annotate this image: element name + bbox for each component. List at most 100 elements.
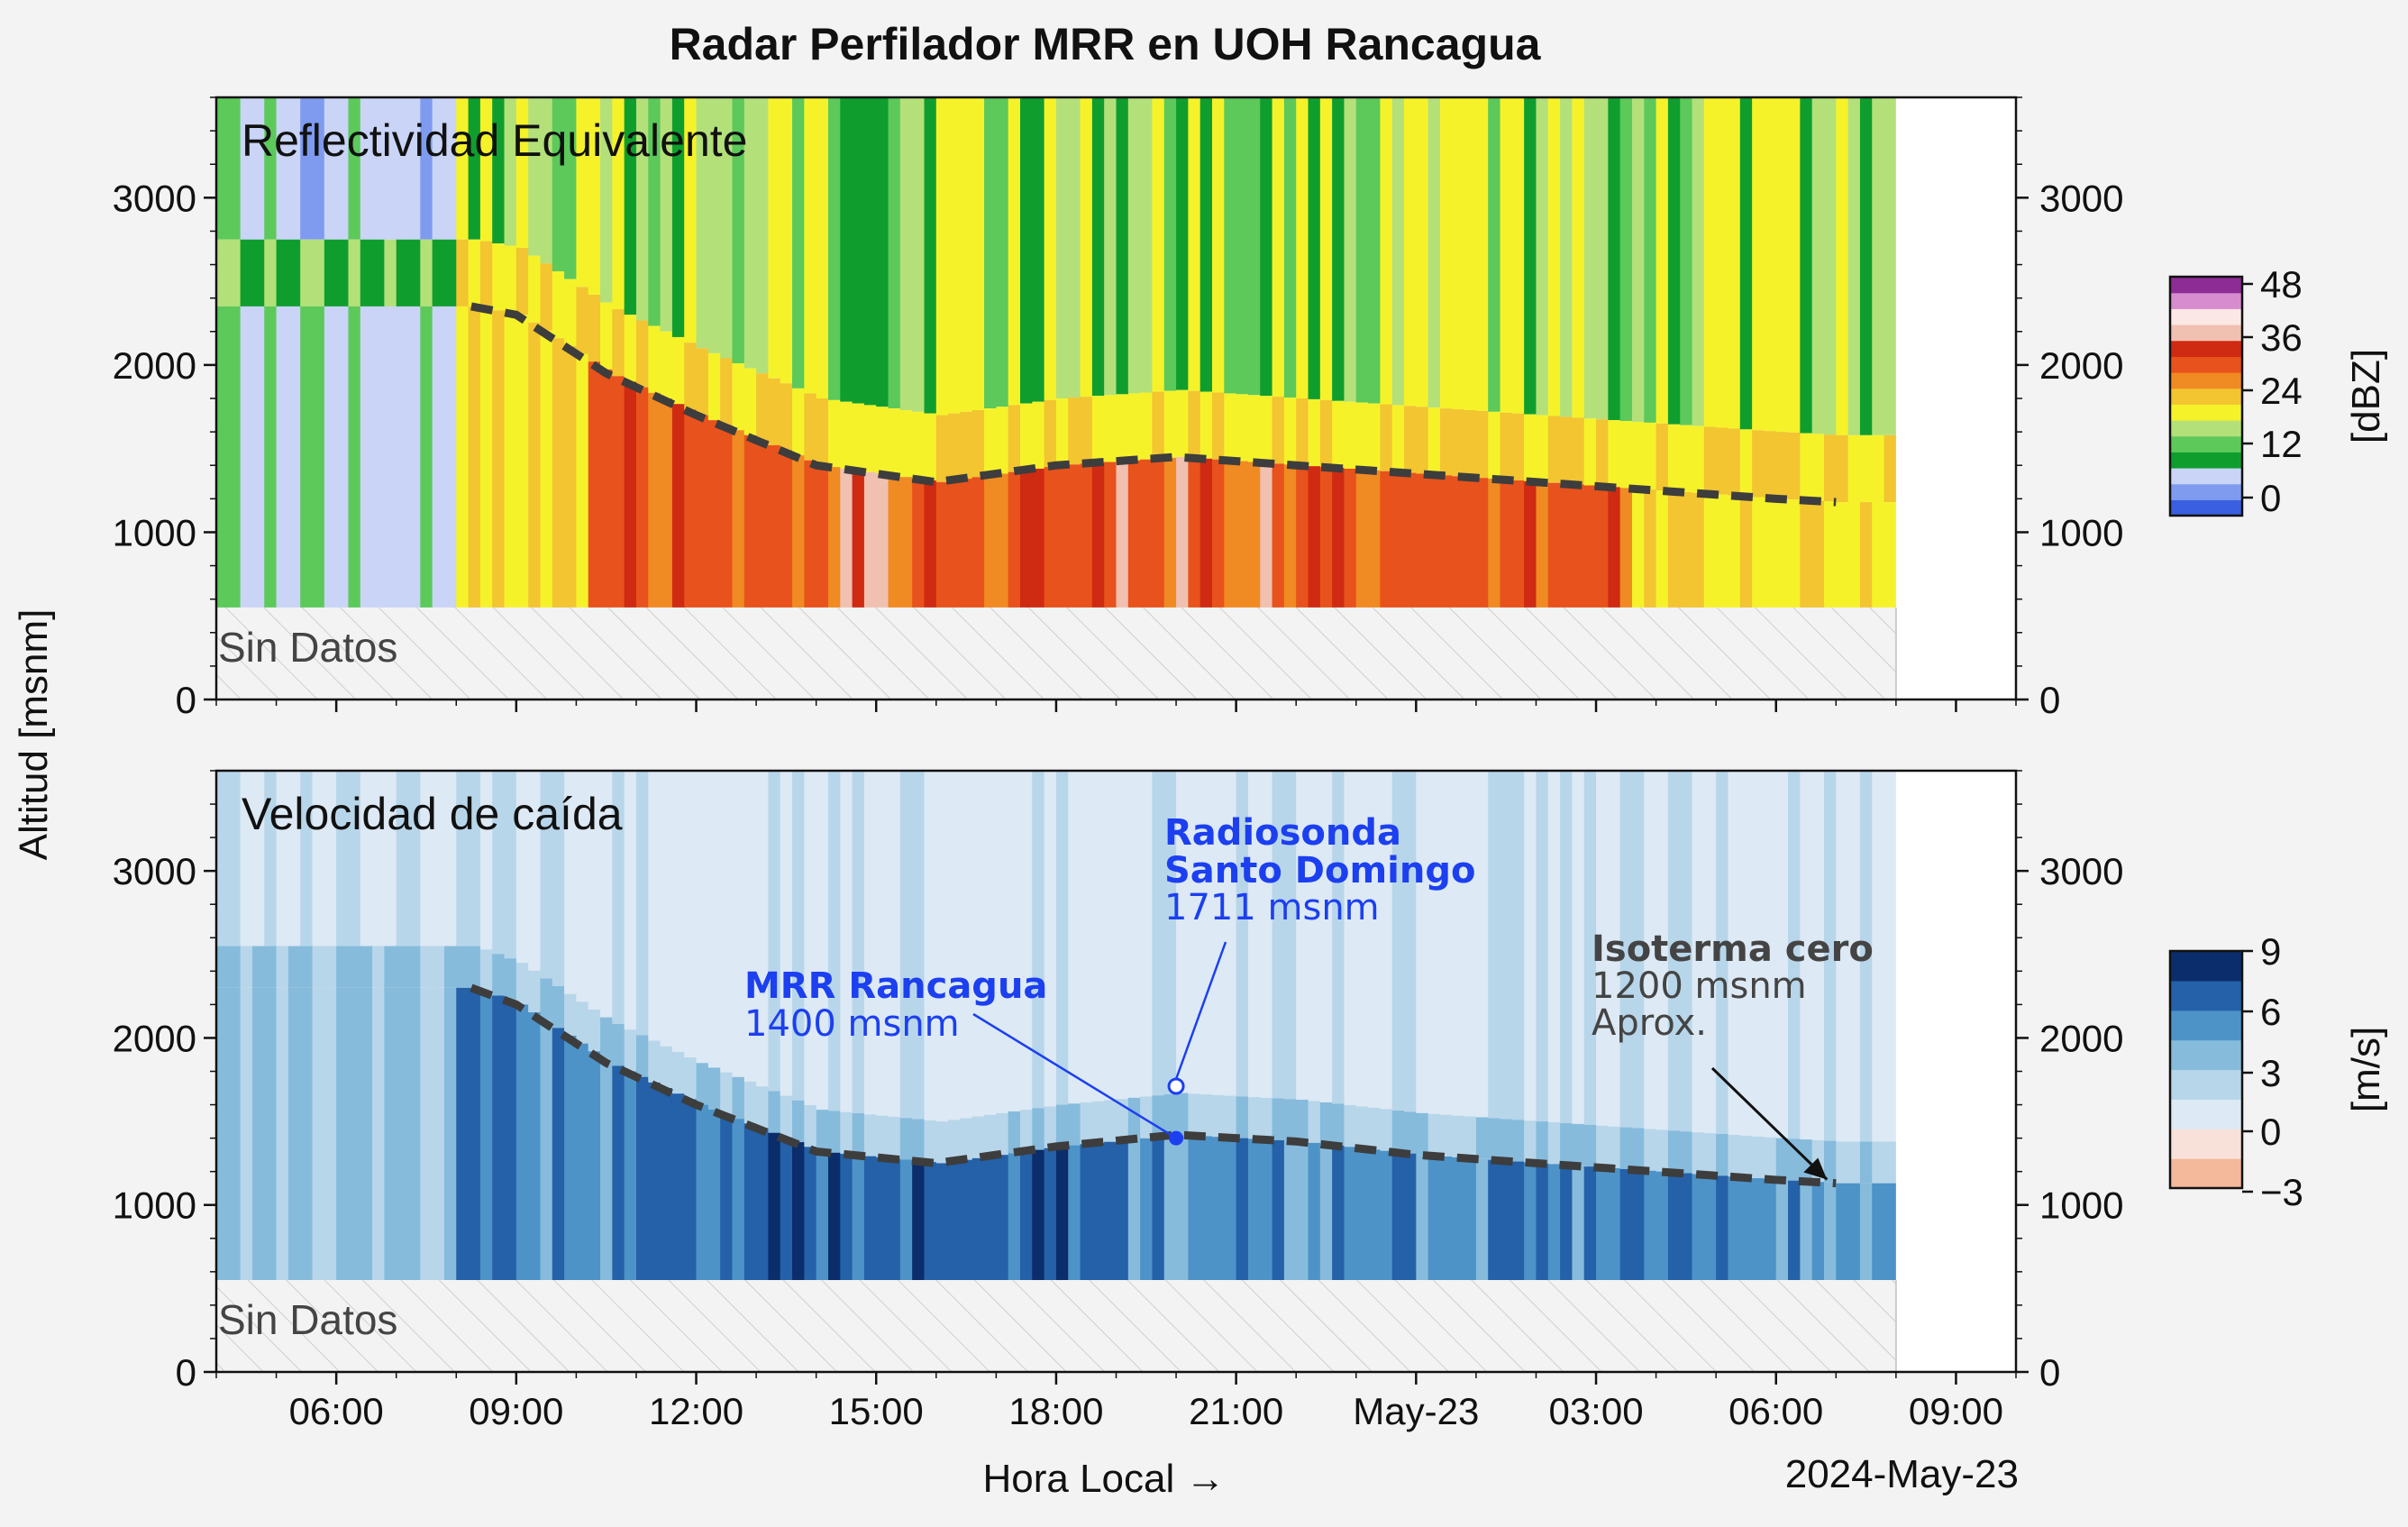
- heatmap-cell: [240, 946, 253, 988]
- colorbar-swatch: [2170, 435, 2242, 453]
- heatmap-cell: [612, 309, 625, 377]
- heatmap-cell: [960, 771, 973, 1119]
- heatmap-cell: [336, 771, 350, 946]
- heatmap-cell: [1656, 97, 1669, 424]
- heatmap-cell: [300, 306, 314, 608]
- heatmap-cell: [1163, 771, 1177, 1094]
- heatmap-cell: [1380, 1150, 1393, 1281]
- heatmap-cell: [707, 771, 721, 1068]
- heatmap-cell: [1404, 97, 1417, 407]
- heatmap-cell: [1236, 394, 1249, 462]
- heatmap-cell: [948, 1161, 962, 1281]
- heatmap-cell: [696, 415, 709, 608]
- heatmap-cell: [1224, 460, 1237, 608]
- heatmap-cell: [840, 771, 853, 1112]
- heatmap-cell: [1104, 1100, 1117, 1142]
- heatmap-cell: [1475, 478, 1489, 608]
- heatmap-cell: [1439, 1114, 1453, 1157]
- heatmap-cell: [1536, 1121, 1549, 1164]
- heatmap-cell: [996, 771, 1009, 1113]
- heatmap-cell: [420, 97, 433, 240]
- heatmap-cell: [924, 97, 937, 414]
- heatmap-cell: [1199, 1094, 1213, 1137]
- heatmap-cell: [492, 243, 506, 311]
- heatmap-cell: [1319, 771, 1333, 1102]
- colorbar-swatch: [2170, 1010, 2242, 1041]
- heatmap-cell: [468, 306, 481, 608]
- heatmap-cell: [1236, 1096, 1249, 1138]
- y-tick-label-right: 0: [2039, 1351, 2060, 1394]
- heatmap-cell: [768, 378, 781, 445]
- heatmap-cell: [1008, 1153, 1021, 1281]
- heatmap-cell: [1163, 97, 1177, 391]
- heatmap-cell: [840, 1154, 853, 1281]
- heatmap-cell: [804, 97, 817, 394]
- heatmap-cell: [1596, 97, 1609, 420]
- heatmap-cell: [660, 1088, 673, 1281]
- heatmap-cell: [1032, 401, 1045, 469]
- heatmap-cell: [420, 946, 433, 988]
- heatmap-cell: [1524, 771, 1537, 1121]
- heatmap-cell: [780, 450, 793, 608]
- heatmap-cell: [684, 97, 698, 343]
- heatmap-cell: [1859, 502, 1873, 608]
- panel-title: Reflectividad Equivalente: [242, 115, 747, 166]
- colorbar-tick-label: 36: [2260, 316, 2303, 359]
- heatmap-cell: [1739, 771, 1753, 1136]
- heatmap-cell: [612, 1065, 625, 1281]
- heatmap-cell: [360, 97, 373, 240]
- heatmap-cell: [456, 987, 470, 1281]
- heatmap-cell: [588, 1051, 601, 1281]
- heatmap-cell: [408, 771, 421, 946]
- heatmap-cell: [1524, 97, 1537, 415]
- fall-velocity-panel: Sin Datos 0 0 1000 1000 2000 2000 3000 3000 06:00…: [113, 769, 2123, 1432]
- heatmap-cell: [564, 1035, 577, 1281]
- heatmap-cell: [1296, 1141, 1309, 1281]
- heatmap-cell: [420, 987, 433, 1281]
- heatmap-cell: [588, 97, 601, 295]
- heatmap-cell: [1116, 461, 1129, 608]
- heatmap-cell: [1380, 97, 1393, 405]
- heatmap-cell: [732, 1076, 745, 1120]
- heatmap-cell: [1068, 1103, 1081, 1146]
- heatmap-cell: [1836, 97, 1849, 435]
- heatmap-cell: [1692, 1132, 1705, 1175]
- heatmap-cell: [780, 97, 793, 384]
- heatmap-cell: [1452, 1157, 1465, 1281]
- heatmap-cell: [1788, 432, 1801, 500]
- heatmap-cell: [1104, 462, 1117, 608]
- figure-title: Radar Perfilador MRR en UOH Rancagua: [670, 19, 1542, 69]
- heatmap-cell: [1872, 1141, 1885, 1184]
- heatmap-cell: [696, 97, 709, 349]
- heatmap-cell: [216, 97, 229, 240]
- heatmap-cell: [552, 338, 565, 608]
- heatmap-cell: [684, 1057, 698, 1100]
- heatmap-cell: [1656, 1129, 1669, 1172]
- heatmap-cell: [1619, 488, 1633, 608]
- heatmap-cell: [612, 376, 625, 608]
- heatmap-cell: [228, 239, 242, 306]
- heatmap-cell: [648, 771, 661, 1041]
- heatmap-cell: [1836, 502, 1849, 608]
- x-tick-label: May-23: [1353, 1390, 1479, 1432]
- heatmap-cell: [1236, 771, 1249, 1097]
- heatmap-cell: [1319, 1144, 1333, 1281]
- heatmap-cell: [792, 455, 805, 608]
- heatmap: [216, 771, 1897, 1281]
- heatmap-cell: [1116, 97, 1129, 395]
- heatmap-cell: [348, 306, 361, 608]
- heatmap-cell: [1308, 771, 1321, 1102]
- heatmap-cell: [948, 1120, 962, 1162]
- heatmap-cell: [1368, 771, 1381, 1108]
- heatmap-cell: [984, 97, 997, 409]
- y-tick-label: 3000: [113, 850, 196, 892]
- heatmap-cell: [660, 1046, 673, 1089]
- heatmap-cell: [888, 408, 901, 476]
- heatmap-cell: [648, 325, 661, 393]
- heatmap-cell: [300, 771, 314, 946]
- heatmap-cell: [1464, 409, 1477, 478]
- heatmap-cell: [707, 1067, 721, 1110]
- heatmap-cell: [1199, 771, 1213, 1095]
- heatmap-cell: [1703, 493, 1717, 608]
- heatmap-cell: [1116, 1099, 1129, 1141]
